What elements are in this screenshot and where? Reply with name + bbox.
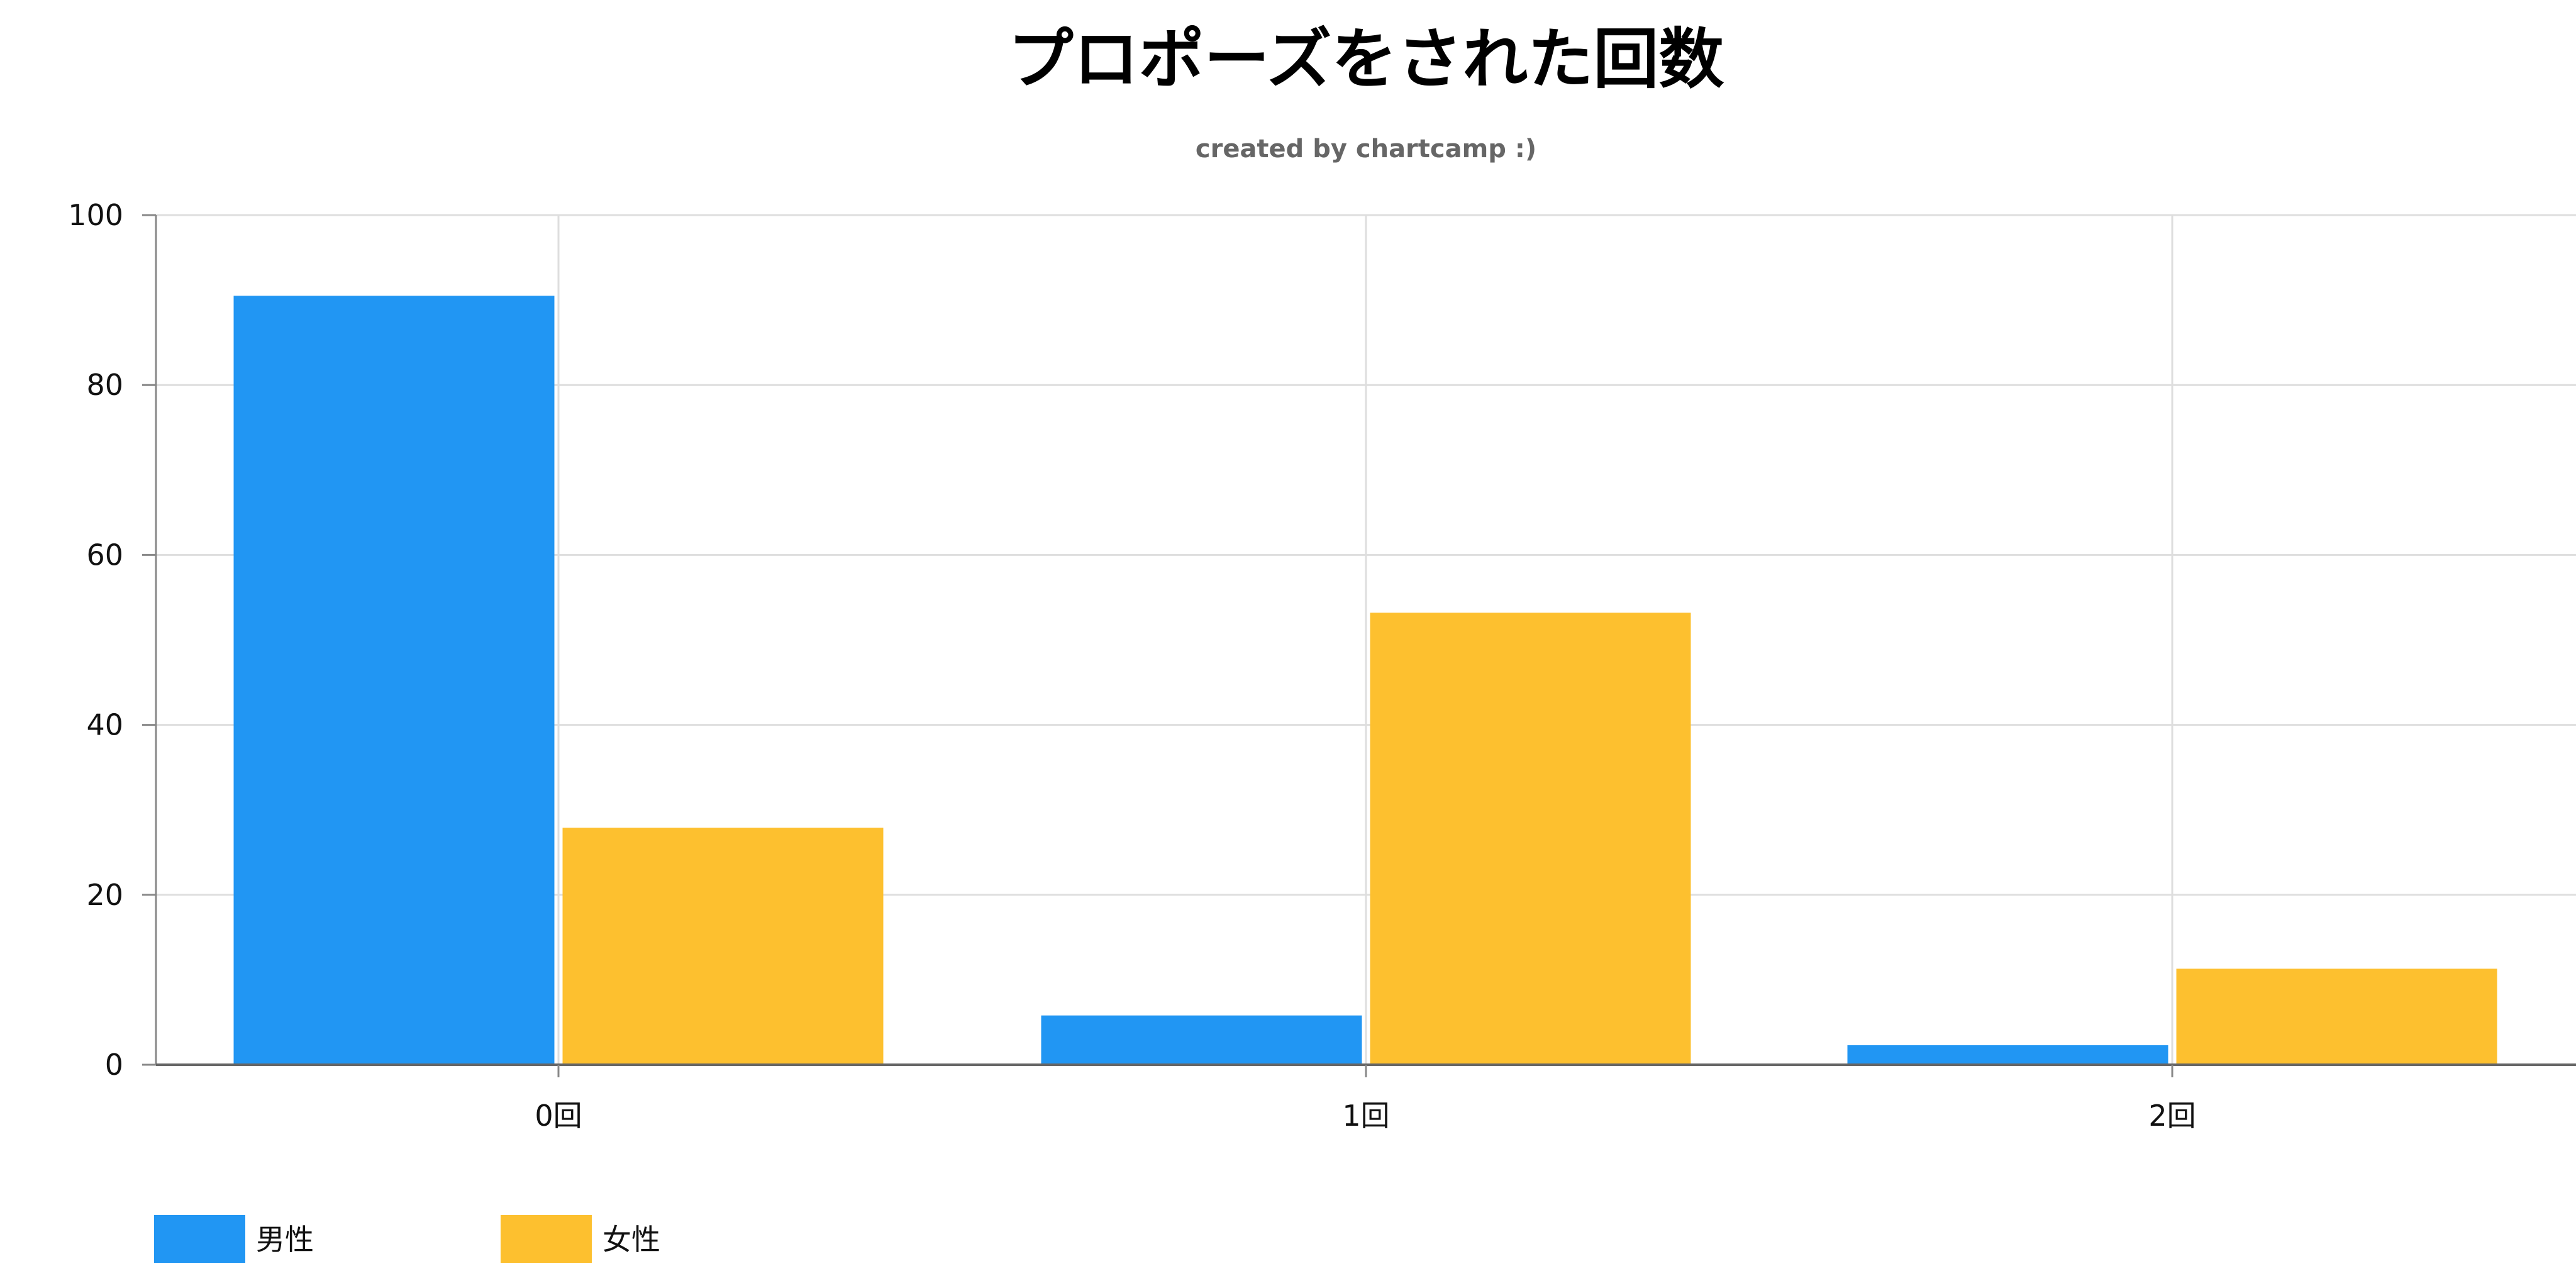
x-tick-label: 0回 <box>535 1099 582 1133</box>
y-tick-label: 60 <box>86 538 123 572</box>
bars <box>233 296 2497 1065</box>
legend-item-series2[interactable]: 女性 <box>501 1215 660 1263</box>
y-tick-label: 20 <box>86 878 123 912</box>
y-tick-label: 100 <box>68 198 123 232</box>
legend-item-series1[interactable]: 男性 <box>154 1215 314 1263</box>
y-tick-label: 40 <box>86 708 123 742</box>
legend-swatch <box>501 1215 592 1263</box>
bar-series2-cat0[interactable] <box>562 828 884 1065</box>
legend-swatch <box>154 1215 245 1263</box>
chart-title: プロポーズをされた回数 <box>1008 21 1724 97</box>
y-tick-label: 0 <box>105 1048 123 1082</box>
chart-subtitle: created by chartcamp :) <box>1196 135 1536 164</box>
bar-series2-cat1[interactable] <box>1370 613 1691 1065</box>
grid <box>156 214 2576 1065</box>
bar-series1-cat0[interactable] <box>233 296 555 1065</box>
axes <box>142 214 2576 1077</box>
legend[interactable]: 男性 女性 <box>154 1215 660 1263</box>
bar-series1-cat1[interactable] <box>1041 1015 1362 1065</box>
bar-series1-cat2[interactable] <box>1847 1045 2168 1065</box>
x-tick-label: 2回 <box>2148 1099 2196 1133</box>
legend-label: 男性 <box>256 1223 314 1257</box>
bar-series2-cat2[interactable] <box>2176 969 2497 1065</box>
tick-labels: 0 20 40 60 80 100 0回 1回 2回 <box>68 198 2196 1133</box>
x-tick-label: 1回 <box>1342 1099 1389 1133</box>
y-tick-label: 80 <box>86 368 123 402</box>
legend-label: 女性 <box>602 1223 660 1257</box>
